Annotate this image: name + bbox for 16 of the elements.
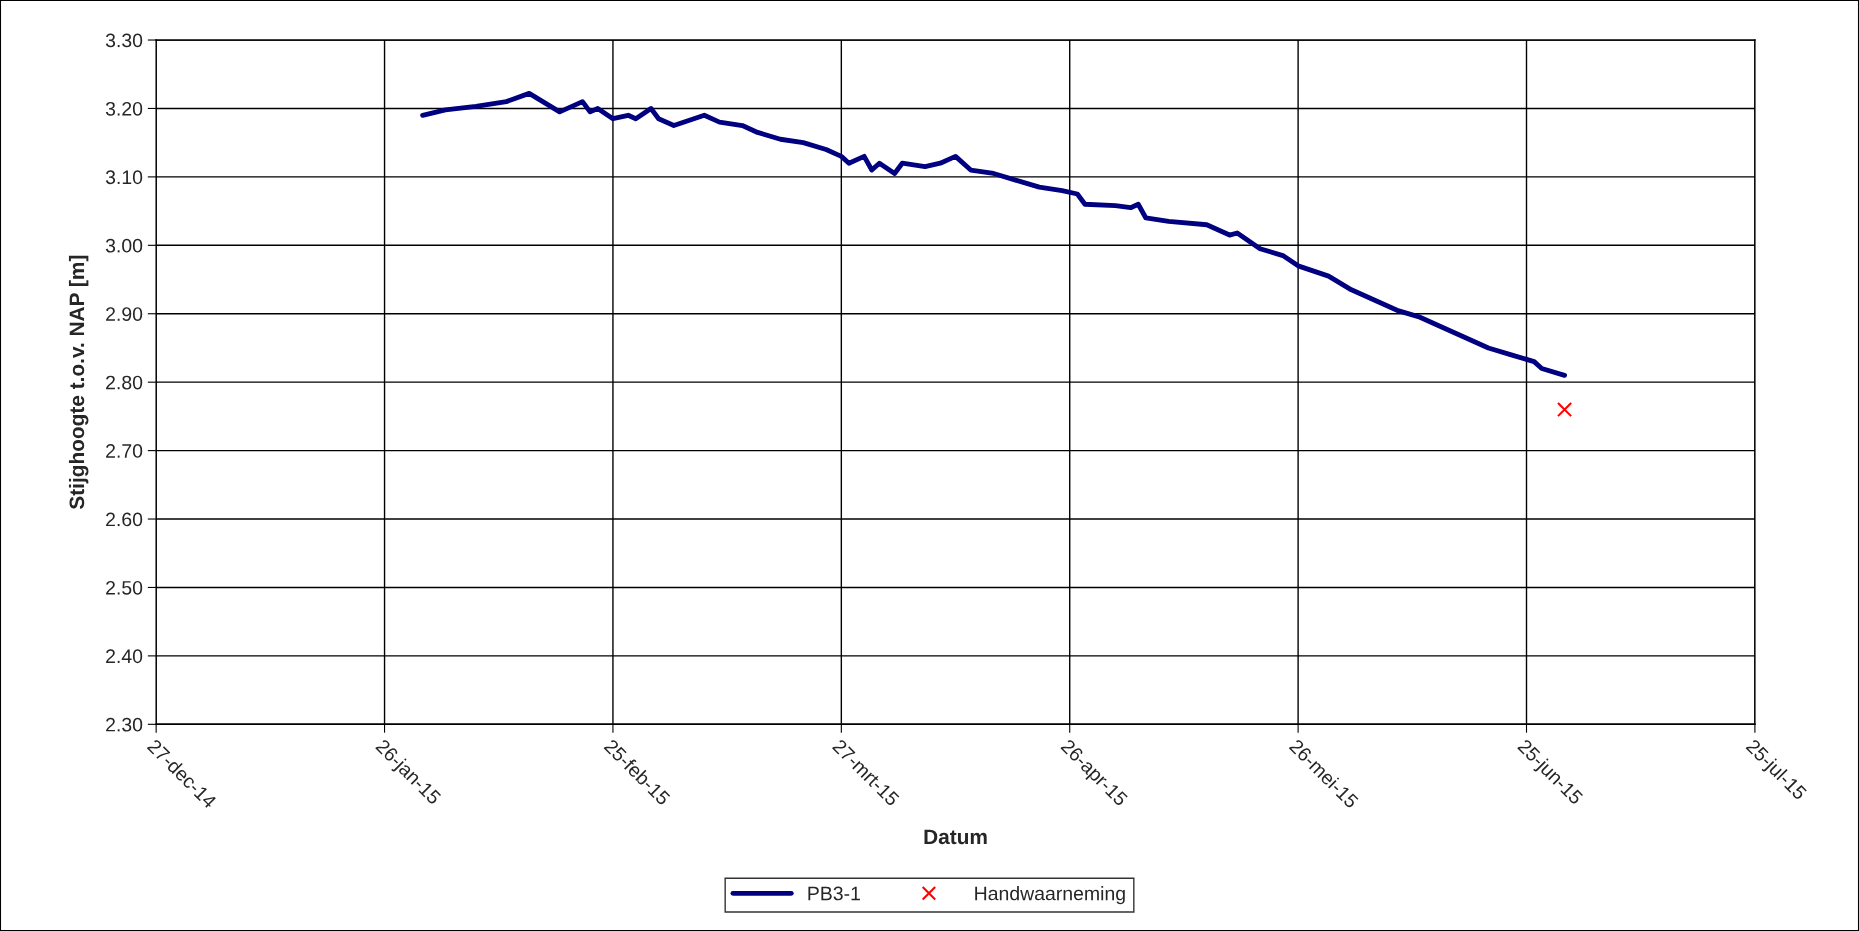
y-tick-label: 3.20 <box>105 101 143 116</box>
y-tick-label: 2.40 <box>106 649 143 664</box>
y-tick-label: 2.50 <box>106 580 143 595</box>
y-tick-label: 2.70 <box>106 444 143 458</box>
legend-label: Handwaarneming <box>975 886 1125 905</box>
y-tick-label: 2.80 <box>106 375 143 390</box>
y-tick-label: 3.00 <box>105 238 143 253</box>
y-tick-label: 3.30 <box>105 33 143 48</box>
y-tick-label: 2.90 <box>106 307 143 321</box>
line-series <box>420 90 1567 378</box>
y-tick-label: 2.60 <box>106 512 143 527</box>
y-axis-title: Stijghoogte t.o.v. NAP [m] <box>68 255 89 510</box>
y-tick-label: 3.10 <box>105 170 143 185</box>
legend-label: PB3-1 <box>808 886 860 901</box>
y-tick-label: 2.30 <box>106 717 143 732</box>
x-axis-title: Datum <box>924 829 987 845</box>
